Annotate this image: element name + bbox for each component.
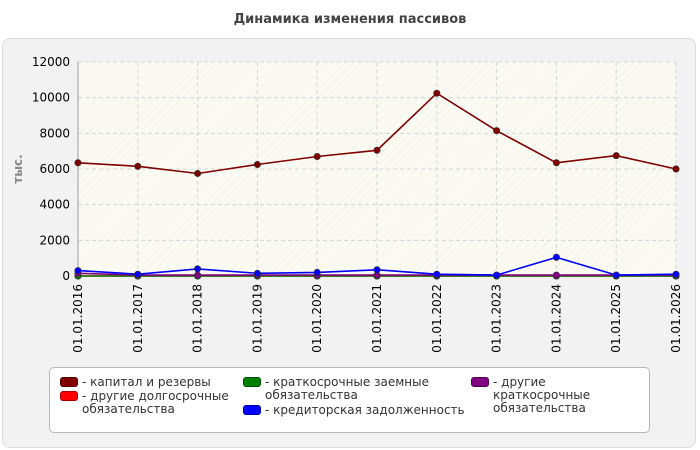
legend-label: - кредиторская задолженность bbox=[265, 403, 465, 417]
data-point bbox=[134, 270, 142, 278]
x-tick-label: 01.01.2024 bbox=[549, 284, 563, 353]
data-point bbox=[552, 159, 560, 167]
y-tick-label: 10000 bbox=[32, 91, 70, 105]
data-point bbox=[552, 253, 560, 261]
x-tick-label: 01.01.2017 bbox=[131, 284, 145, 353]
x-tick-label: 01.01.2020 bbox=[310, 284, 324, 353]
x-tick-label: 01.01.2025 bbox=[609, 284, 623, 353]
data-point bbox=[672, 270, 680, 278]
y-axis-title: тыс. bbox=[11, 154, 25, 183]
data-point bbox=[433, 270, 441, 278]
y-tick-label: 4000 bbox=[39, 198, 70, 212]
data-point bbox=[552, 271, 560, 279]
legend-label: - краткосрочные заемные обязательства bbox=[265, 375, 429, 402]
legend-item-drugie-kratkosrochnye[interactable]: - другие краткосрочные обязательства bbox=[471, 376, 646, 415]
data-point bbox=[253, 269, 261, 277]
data-point bbox=[313, 268, 321, 276]
data-point bbox=[74, 267, 82, 275]
data-point bbox=[194, 271, 202, 279]
x-tick-label: 01.01.2016 bbox=[71, 284, 85, 353]
data-point bbox=[313, 153, 321, 161]
x-tick-label: 01.01.2022 bbox=[430, 284, 444, 353]
legend-item-kreditorskaya[interactable]: - кредиторская задолженность bbox=[243, 404, 503, 417]
y-tick-label: 0 bbox=[62, 269, 70, 283]
y-tick-label: 12000 bbox=[32, 55, 70, 69]
legend-swatch bbox=[243, 405, 261, 415]
x-tick-label: 01.01.2026 bbox=[669, 284, 683, 353]
legend-swatch bbox=[243, 377, 261, 387]
data-point bbox=[612, 152, 620, 160]
legend-item-kratkosrochnye-zaemnye[interactable]: - краткосрочные заемные обязательства bbox=[243, 376, 458, 402]
legend-swatch bbox=[60, 377, 78, 387]
data-point bbox=[194, 265, 202, 273]
data-point bbox=[373, 266, 381, 274]
data-point bbox=[672, 165, 680, 173]
data-point bbox=[134, 162, 142, 170]
x-tick-label: 01.01.2018 bbox=[191, 284, 205, 353]
legend-swatch bbox=[471, 377, 489, 387]
chart-legend: - капитал и резервы - другие долгосрочны… bbox=[49, 367, 650, 433]
x-tick-label: 01.01.2019 bbox=[250, 284, 264, 353]
data-point bbox=[194, 169, 202, 177]
data-point bbox=[253, 161, 261, 169]
data-point bbox=[373, 146, 381, 154]
data-point bbox=[493, 127, 501, 135]
legend-label: - другие долгосрочные обязательства bbox=[82, 389, 229, 416]
data-point bbox=[74, 159, 82, 167]
data-point bbox=[493, 271, 501, 279]
y-tick-label: 2000 bbox=[39, 233, 70, 247]
chart-title: Динамика изменения пассивов bbox=[233, 12, 467, 27]
legend-label: - капитал и резервы bbox=[82, 375, 211, 389]
legend-item-drugie-dolgosrochnye[interactable]: - другие долгосрочные обязательства bbox=[60, 390, 235, 416]
legend-swatch bbox=[60, 391, 78, 401]
x-tick-label: 01.01.2023 bbox=[490, 284, 504, 353]
data-point bbox=[433, 89, 441, 97]
x-tick-label: 01.01.2021 bbox=[370, 284, 384, 353]
data-point bbox=[612, 271, 620, 279]
legend-item-kapital[interactable]: - капитал и резервы bbox=[60, 376, 235, 389]
y-tick-label: 8000 bbox=[39, 126, 70, 140]
legend-label: - другие краткосрочные обязательства bbox=[493, 375, 591, 415]
y-tick-label: 6000 bbox=[39, 162, 70, 176]
